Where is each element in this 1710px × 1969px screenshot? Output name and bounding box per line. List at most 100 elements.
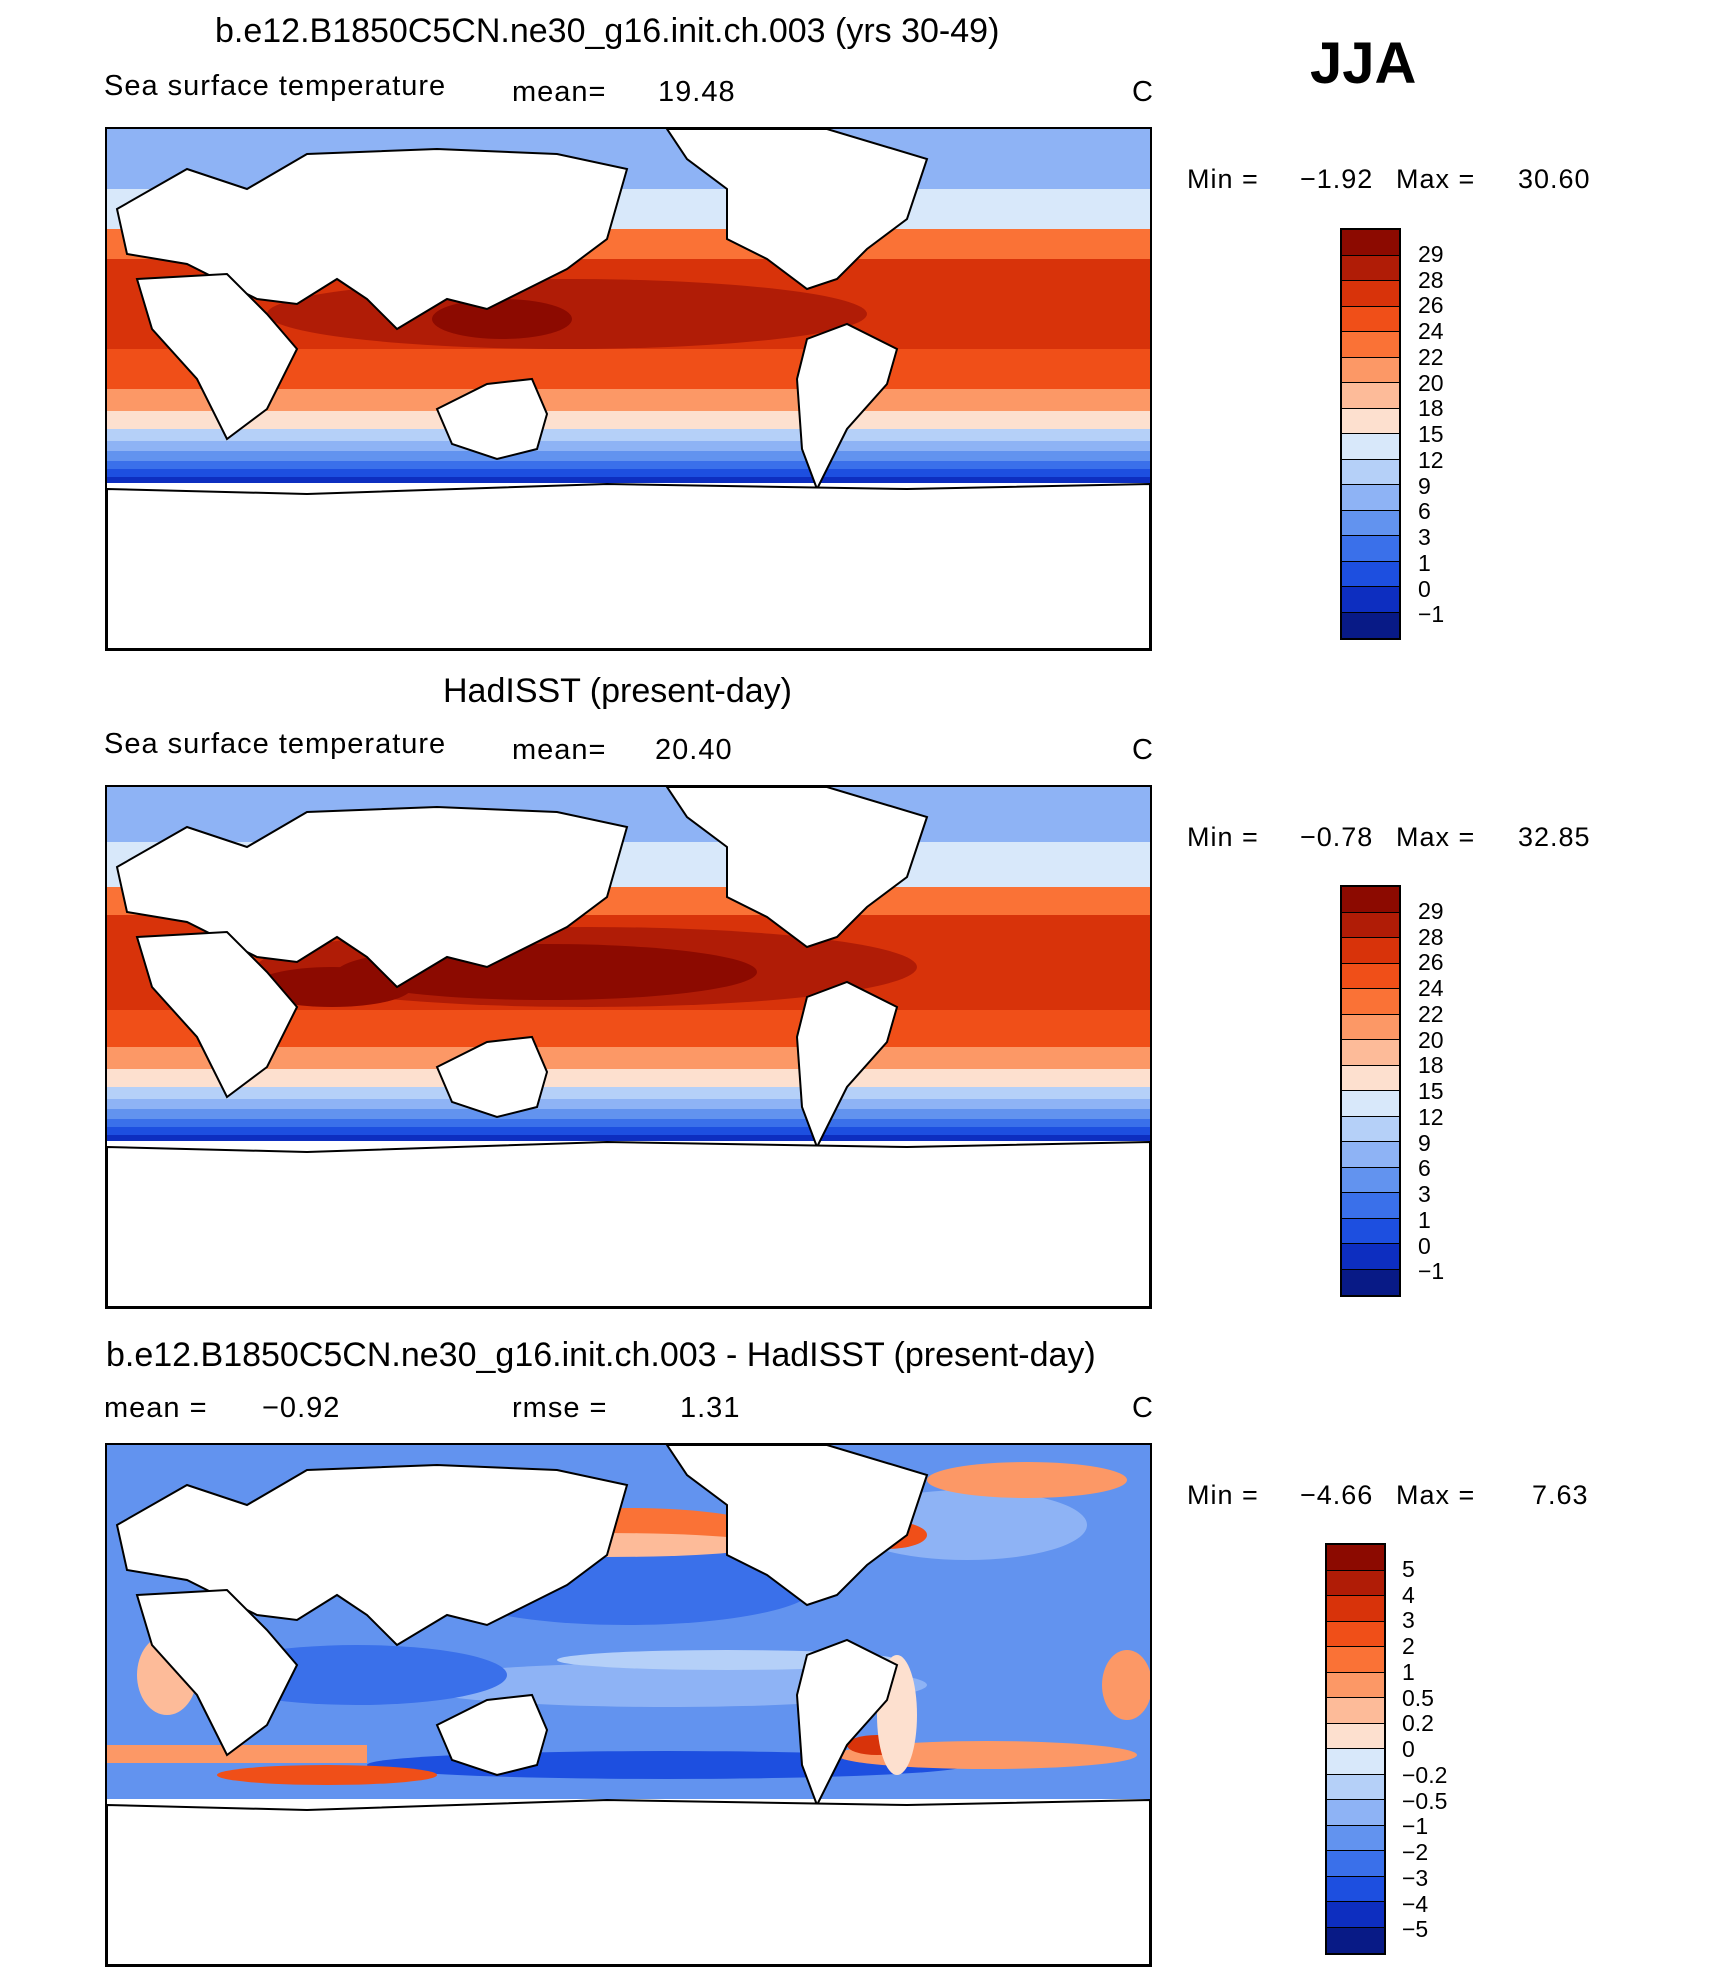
colorbar-swatch xyxy=(1342,255,1399,281)
colorbar-swatch xyxy=(1342,612,1399,638)
colorbar-swatch xyxy=(1327,1774,1384,1800)
colorbar-swatch xyxy=(1342,989,1399,1015)
colorbar-swatch xyxy=(1327,1621,1384,1647)
max-value: 30.60 xyxy=(1518,164,1591,194)
map-diff xyxy=(105,1443,1152,1967)
colorbar-swatch xyxy=(1342,230,1399,256)
colorbar-tick-label: 29 xyxy=(1418,240,1444,267)
min-label: Min = xyxy=(1187,164,1259,194)
colorbar-swatch xyxy=(1342,357,1399,383)
mean-value: 19.48 xyxy=(658,76,736,108)
colorbar-tick-label: 1 xyxy=(1418,1206,1431,1233)
colorbar-tick-label: 3 xyxy=(1402,1607,1415,1634)
units-label: C xyxy=(1132,76,1154,108)
colorbar-tick-label: 6 xyxy=(1418,498,1431,525)
colorbar-tick-label: 22 xyxy=(1418,343,1444,370)
colorbar-swatch xyxy=(1342,1167,1399,1193)
colorbar-swatch xyxy=(1342,1218,1399,1244)
colorbar-tick-label: 24 xyxy=(1418,975,1444,1001)
mean-label: mean = xyxy=(104,1392,208,1424)
colorbar-swatch xyxy=(1327,1800,1384,1826)
colorbar-tick-label: 3 xyxy=(1418,1181,1431,1207)
colorbar-tick-label: 2 xyxy=(1402,1633,1415,1659)
colorbar-tick-label: −4 xyxy=(1402,1890,1429,1917)
colorbar-tick-label: 4 xyxy=(1402,1581,1415,1608)
colorbar-tick-label: 1 xyxy=(1418,549,1431,576)
colorbar-tick-label: −0.5 xyxy=(1402,1787,1448,1814)
colorbar-obs xyxy=(1340,885,1401,1297)
colorbar-tick-label: 9 xyxy=(1418,472,1431,499)
colorbar-tick-label: 18 xyxy=(1418,395,1444,422)
colorbar-tick-label: −0.2 xyxy=(1402,1761,1448,1788)
colorbar-tick-label: 29 xyxy=(1418,897,1444,924)
colorbar-tick-label: 26 xyxy=(1418,949,1444,976)
colorbar-tick-label: 15 xyxy=(1418,421,1444,447)
colorbar-swatch xyxy=(1327,1927,1384,1953)
colorbar-tick-label: 28 xyxy=(1418,266,1444,293)
sst-map-model xyxy=(107,129,1150,649)
colorbar-swatch xyxy=(1327,1876,1384,1902)
colorbar-swatch xyxy=(1342,281,1399,307)
colorbar-swatch xyxy=(1342,938,1399,964)
colorbar-swatch xyxy=(1327,1749,1384,1775)
colorbar-swatch xyxy=(1342,485,1399,511)
colorbar-tick-label: 0.2 xyxy=(1402,1710,1434,1737)
colorbar-tick-label: −1 xyxy=(1418,1258,1445,1285)
colorbar-tick-label: 1 xyxy=(1402,1658,1415,1685)
colorbar-tick-label: 20 xyxy=(1418,1026,1444,1053)
max-label: Max = xyxy=(1396,822,1476,852)
panel-title: HadISST (present-day) xyxy=(443,672,792,710)
colorbar-tick-label: 0 xyxy=(1418,575,1431,602)
colorbar-tick-label: −1 xyxy=(1402,1813,1429,1840)
min-value: −4.66 xyxy=(1300,1480,1374,1510)
colorbar-tick-label: 26 xyxy=(1418,292,1444,319)
max-value: 32.85 xyxy=(1518,822,1591,852)
colorbar-tick-label: 15 xyxy=(1418,1078,1444,1104)
colorbar-tick-label: 9 xyxy=(1418,1129,1431,1156)
colorbar-tick-label: 18 xyxy=(1418,1052,1444,1079)
min-label: Min = xyxy=(1187,822,1259,852)
colorbar-tick-label: −1 xyxy=(1418,601,1445,628)
colorbar-swatch xyxy=(1327,1647,1384,1673)
max-label: Max = xyxy=(1396,164,1476,194)
map-obs xyxy=(105,785,1152,1309)
map-model xyxy=(105,127,1152,651)
colorbar-swatch xyxy=(1342,912,1399,938)
panel-title: b.e12.B1850C5CN.ne30_g16.init.ch.003 (yr… xyxy=(215,12,1000,50)
colorbar-swatch xyxy=(1342,383,1399,409)
colorbar-swatch xyxy=(1342,510,1399,536)
colorbar-swatch xyxy=(1342,1142,1399,1168)
mean-label: mean= xyxy=(512,76,607,108)
colorbar-tick-label: 0 xyxy=(1402,1736,1415,1762)
colorbar-swatch xyxy=(1342,1065,1399,1091)
max-value: 7.63 xyxy=(1532,1480,1589,1510)
colorbar-tick-label: 22 xyxy=(1418,1000,1444,1027)
colorbar-swatch xyxy=(1327,1851,1384,1877)
mean-label: mean= xyxy=(512,734,607,766)
min-value: −1.92 xyxy=(1300,164,1374,194)
colorbar-swatch xyxy=(1327,1902,1384,1928)
colorbar-tick-label: −5 xyxy=(1402,1916,1429,1943)
colorbar-swatch xyxy=(1327,1698,1384,1724)
rmse-label: rmse = xyxy=(512,1392,608,1424)
colorbar-swatch xyxy=(1327,1570,1384,1596)
colorbar-swatch xyxy=(1342,1244,1399,1270)
colorbar-swatch xyxy=(1342,887,1399,913)
colorbar-swatch xyxy=(1327,1825,1384,1851)
rmse-value: 1.31 xyxy=(680,1392,741,1424)
colorbar-swatch xyxy=(1342,306,1399,332)
colorbar-tick-label: 0 xyxy=(1418,1232,1431,1259)
min-value: −0.78 xyxy=(1300,822,1374,852)
colorbar-swatch xyxy=(1342,332,1399,358)
colorbar-swatch xyxy=(1342,1014,1399,1040)
colorbar-tick-label: 12 xyxy=(1418,446,1444,473)
min-label: Min = xyxy=(1187,1480,1259,1510)
colorbar-swatch xyxy=(1327,1672,1384,1698)
colorbar-swatch xyxy=(1342,1091,1399,1117)
colorbar-swatch xyxy=(1342,408,1399,434)
units-label: C xyxy=(1132,1392,1154,1424)
season-label: JJA xyxy=(1310,31,1417,96)
colorbar-swatch xyxy=(1342,1040,1399,1066)
colorbar-tick-label: −2 xyxy=(1402,1839,1429,1865)
colorbar-tick-label: 24 xyxy=(1418,318,1444,344)
